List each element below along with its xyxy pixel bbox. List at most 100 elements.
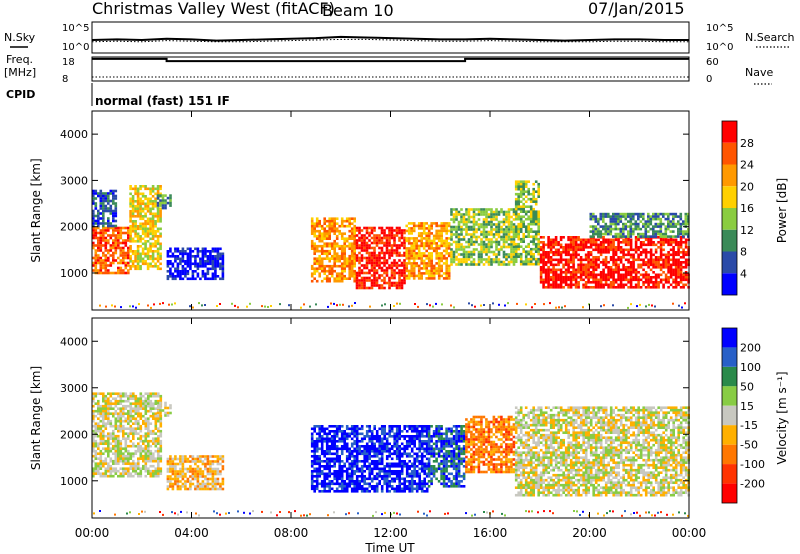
nsearch-label: N.Search <box>745 31 795 44</box>
scatter-region-1 <box>129 185 162 271</box>
x-tick-label: 12:00 <box>373 526 408 540</box>
colorbar-swatch <box>722 386 737 406</box>
freq-series-group <box>92 57 689 78</box>
y-tick-label: 4000 <box>60 128 88 141</box>
scatter-region-4 <box>427 425 466 488</box>
y-tick-label: 1000 <box>60 267 88 280</box>
freq-unit: [MHz] <box>4 66 36 79</box>
colorbar-swatch <box>722 186 737 209</box>
colorbar-swatch <box>722 464 737 484</box>
power-y-axis: 1000 2000 3000 4000 <box>60 128 689 280</box>
colorbar-swatch <box>722 251 737 274</box>
colorbar-tick-label: 20 <box>740 180 754 193</box>
freq-panel-frame <box>91 56 690 82</box>
velocity-colorbar: 200 100 50 15 -15 -50 -100 -200 <box>721 327 765 504</box>
nsky-label: N.Sky <box>4 31 36 44</box>
scatter-region-6 <box>514 406 690 497</box>
nsky-series-group <box>91 35 689 43</box>
scatter-region-4 <box>166 247 225 281</box>
colorbar-tick-label: 24 <box>740 159 754 172</box>
scatter-region-10 <box>539 236 690 289</box>
x-tick-label: 16:00 <box>473 526 508 540</box>
velocity-colorbar-label: Velocity [m s⁻¹] <box>775 371 789 464</box>
scatter-region-2 <box>166 455 225 491</box>
colorbar-swatch <box>722 483 737 504</box>
colorbar-swatch <box>722 425 737 445</box>
y-tick-label: 3000 <box>60 174 88 187</box>
velocity-heatmap <box>92 392 690 517</box>
colorbar-tick-label: 15 <box>740 400 754 413</box>
station-title: Christmas Valley West (fitACF) <box>92 0 335 18</box>
colorbar-swatch <box>722 164 737 187</box>
time-x-axis: 00:00 04:00 08:00 12:00 16:00 20:00 00:00 <box>75 111 707 540</box>
power-colorbar-label: Power [dB] <box>775 178 789 243</box>
colorbar-tick-label: 100 <box>740 361 761 374</box>
power-heatmap <box>92 180 690 309</box>
scatter-region-3 <box>310 425 429 493</box>
scatter-region-7 <box>405 222 451 280</box>
colorbar-tick-label: 16 <box>740 202 754 215</box>
colorbar-swatch <box>722 121 737 143</box>
colorbar-tick-label: 28 <box>740 137 754 150</box>
cpid-value: normal (fast) 151 IF <box>95 94 230 108</box>
date-label: 07/Jan/2015 <box>588 0 685 18</box>
x-tick-label: 00:00 <box>75 526 110 540</box>
nsky-tick-top: 10^5 <box>62 23 89 34</box>
y-tick-label: 4000 <box>60 335 88 348</box>
cpid-label: CPID <box>6 88 35 101</box>
y-tick-label: 3000 <box>60 382 88 395</box>
x-tick-label: 20:00 <box>572 526 607 540</box>
x-tick-label: 04:00 <box>174 526 209 540</box>
colorbar-swatch <box>722 142 737 165</box>
summary-line-freq <box>92 57 689 63</box>
x-tick-label: 00:00 <box>672 526 707 540</box>
scatter-region-6 <box>355 226 406 290</box>
freq-label: Freq. <box>6 53 33 66</box>
scatter-region-11 <box>589 212 690 238</box>
scatter-region-0 <box>92 226 130 275</box>
colorbar-tick-label: -15 <box>740 419 758 432</box>
colorbar-tick-label: 8 <box>740 246 747 259</box>
x-tick-label: 08:00 <box>274 526 309 540</box>
colorbar-tick-label: 4 <box>740 267 747 280</box>
scatter-region-1 <box>156 401 172 417</box>
nsky-panel-frame <box>91 21 690 54</box>
beam-label: Beam 10 <box>322 1 394 20</box>
freq-tick-bottom: 8 <box>62 74 68 85</box>
freq-tick-top: 18 <box>62 57 75 68</box>
colorbar-tick-label: -50 <box>740 439 758 452</box>
summary-line-nsearch <box>91 38 689 43</box>
colorbar-swatch <box>722 405 737 426</box>
scatter-region-2 <box>92 189 118 228</box>
scatter-region-9 <box>514 180 540 266</box>
power-colorbar: 4 8 12 16 20 24 28 <box>721 120 754 296</box>
ground-scatter <box>99 302 686 309</box>
nsky-tick-bottom: 10^0 <box>62 42 89 53</box>
nave-tick-top: 60 <box>706 57 719 68</box>
scatter-region-5 <box>465 415 516 474</box>
nave-label: Nave <box>745 66 773 79</box>
scatter-region-8 <box>450 208 516 266</box>
colorbar-swatch <box>722 229 737 252</box>
ground-scatter <box>93 510 689 517</box>
scatter-region-5 <box>310 217 356 283</box>
colorbar-swatch <box>722 444 737 465</box>
colorbar-tick-label: -200 <box>740 478 765 491</box>
colorbar-swatch <box>722 328 737 348</box>
nsearch-tick-top: 10^5 <box>706 23 733 34</box>
colorbar-tick-label: -100 <box>740 458 765 471</box>
y-tick-label: 2000 <box>60 221 88 234</box>
x-axis-label: Time UT <box>364 541 415 554</box>
colorbar-tick-label: 200 <box>740 341 761 354</box>
power-y-axis-label: Slant Range [km] <box>29 158 43 262</box>
y-tick-label: 1000 <box>60 475 88 488</box>
velocity-y-axis: 1000 2000 3000 4000 <box>60 335 689 488</box>
scatter-region-0 <box>92 392 163 478</box>
colorbar-swatch <box>722 366 737 387</box>
colorbar-swatch <box>722 273 737 296</box>
colorbar-swatch <box>722 347 737 367</box>
velocity-y-axis-label: Slant Range [km] <box>29 366 43 470</box>
nave-tick-bottom: 0 <box>706 74 712 85</box>
colorbar-tick-label: 12 <box>740 224 754 237</box>
